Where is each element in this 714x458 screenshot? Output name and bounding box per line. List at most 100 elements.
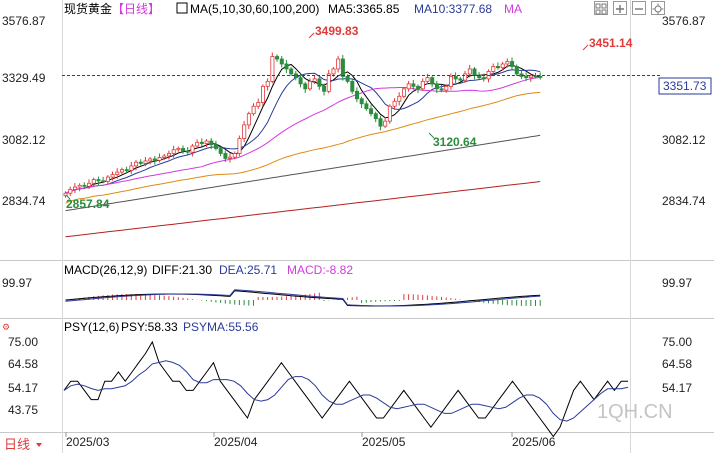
candle-body: [260, 85, 265, 103]
y-tick-right: 2834.74: [662, 194, 706, 208]
candle-body: [82, 184, 87, 187]
candle-body: [251, 105, 256, 115]
candle-body: [322, 85, 327, 92]
watermark: 1QH.CN: [597, 401, 673, 423]
last-price-value: 3351.73: [663, 79, 707, 93]
psy-y-tick-right: 75.00: [662, 335, 692, 349]
last-price-badge: [658, 77, 712, 95]
candle-body: [528, 75, 533, 79]
candle-body: [364, 103, 369, 110]
ma-label: MA(5,10,30,60,100,200): [190, 2, 319, 16]
candle-body: [148, 158, 153, 162]
psy-y-tick-left: 43.75: [8, 403, 38, 417]
candle-body: [420, 80, 425, 90]
candle-body: [275, 56, 280, 60]
panel-marker-icon: ⚙: [2, 322, 11, 332]
psy-panel: [63, 340, 629, 438]
candle-body: [336, 58, 341, 70]
low-marker: [65, 194, 71, 200]
psy-y-tick-left: 54.17: [8, 381, 38, 395]
candle-body: [63, 192, 68, 197]
high-marker: [308, 32, 315, 39]
settings-icon[interactable]: [651, 1, 665, 15]
candle-body: [96, 179, 101, 182]
candle-body: [354, 90, 359, 100]
macd-label: MACD(26,12,9): [64, 263, 147, 277]
candle-body: [124, 169, 129, 172]
candle-body: [505, 61, 510, 65]
psy-y-tick-right: 54.17: [662, 381, 692, 395]
candle-body: [331, 68, 336, 75]
candle-body: [458, 78, 463, 81]
candle-body: [68, 189, 73, 194]
candle-body: [120, 169, 125, 173]
candle-body: [340, 58, 345, 77]
candle-body: [533, 75, 538, 78]
candle-body: [463, 73, 468, 81]
x-tick-label: 2025/03: [66, 435, 110, 449]
high-marker: [582, 44, 589, 51]
candle-body: [387, 105, 392, 122]
psy-y-tick-left: 64.58: [8, 357, 38, 371]
candle-body: [213, 144, 218, 149]
candle-body: [270, 56, 275, 82]
candle-body: [495, 66, 500, 69]
x-tick-label: 2025/05: [362, 435, 406, 449]
candle-body: [279, 58, 284, 65]
candle-body: [317, 78, 322, 87]
candle-body: [166, 153, 171, 157]
candle-body: [73, 186, 78, 190]
annotation-high: 3499.83: [315, 24, 359, 38]
candle-body: [87, 182, 92, 187]
ma-more-value: MA: [504, 2, 522, 16]
caret-down-icon[interactable]: [36, 443, 42, 447]
candle-body: [397, 95, 402, 102]
ma5-value: MA5:3365.85: [328, 2, 400, 16]
macd-dea: DEA:25.71: [219, 263, 277, 277]
candle-body: [246, 113, 251, 126]
y-tick-right: 3082.12: [662, 133, 706, 147]
candle-body: [416, 85, 421, 90]
candle-body: [383, 120, 388, 127]
ma-toggle-icon[interactable]: [176, 2, 188, 14]
diff-line: [65, 290, 541, 307]
dea-line: [65, 289, 541, 307]
ma30-line: [65, 76, 541, 194]
candle-body: [105, 176, 110, 182]
candle-body: [411, 83, 416, 87]
candle-body: [481, 77, 486, 80]
candle-body: [223, 153, 228, 159]
zoom-out-icon[interactable]: [632, 1, 646, 15]
y-tick-left: 2834.74: [2, 194, 46, 208]
candle-body: [115, 171, 120, 176]
candle-body: [401, 88, 406, 97]
zoom-in-icon[interactable]: [613, 1, 627, 15]
candle-body: [256, 102, 261, 107]
macd-y-tick-left: 99.97: [2, 276, 32, 290]
candle-body: [510, 61, 515, 67]
candle-body: [265, 80, 270, 87]
period-button-bg[interactable]: [2, 436, 46, 452]
candle-body: [171, 149, 176, 154]
candle-body: [185, 150, 190, 153]
x-tick-label: 2025/04: [214, 435, 258, 449]
candle-body: [209, 140, 214, 146]
macd-panel: [65, 289, 541, 307]
macd-diff: DIFF:21.30: [152, 263, 212, 277]
moving-average-lines: [65, 63, 541, 238]
candle-body: [157, 157, 162, 161]
grid-layout-icon[interactable]: [594, 1, 608, 15]
period-button[interactable]: 日线: [4, 437, 30, 452]
candle-body: [378, 118, 383, 127]
y-tick-left: 3082.12: [2, 133, 46, 147]
candle-body: [303, 83, 308, 90]
candle-body: [444, 85, 449, 91]
candle-body: [312, 78, 317, 82]
candle-body: [373, 113, 378, 120]
candle-body: [472, 68, 477, 76]
macd-value: MACD:-8.82: [287, 263, 353, 277]
candle-body: [228, 156, 233, 159]
candle-body: [143, 160, 148, 164]
candle-body: [204, 140, 209, 144]
candle-body: [195, 141, 200, 147]
